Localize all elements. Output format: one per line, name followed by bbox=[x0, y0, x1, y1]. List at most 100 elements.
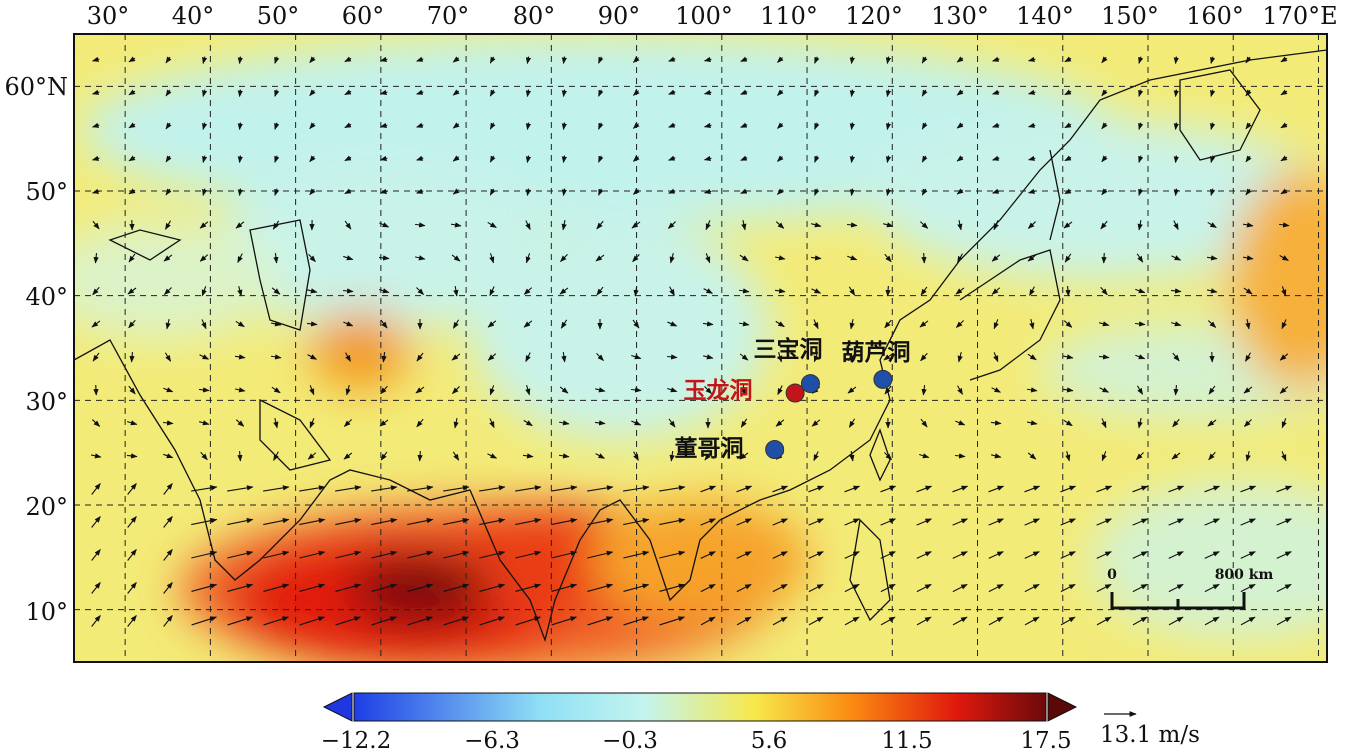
wind-arrow bbox=[443, 583, 470, 592]
wind-arrow bbox=[993, 319, 999, 330]
wind-arrow bbox=[345, 385, 351, 396]
wind-arrow bbox=[659, 518, 686, 526]
wind-arrow bbox=[1171, 255, 1182, 261]
wind-arrow bbox=[988, 551, 1004, 559]
wind-arrow bbox=[814, 122, 820, 130]
wind-arrow bbox=[127, 614, 137, 627]
wind-arrow bbox=[344, 188, 352, 195]
wind-arrow bbox=[1240, 485, 1257, 493]
wind-arrow bbox=[299, 616, 326, 626]
wind-arrow bbox=[407, 616, 434, 626]
wind-arrow bbox=[632, 122, 640, 129]
wind-arrow bbox=[1168, 518, 1184, 526]
wind-arrow bbox=[371, 583, 398, 592]
wind-arrow bbox=[309, 418, 315, 429]
wind-arrow bbox=[921, 252, 927, 264]
wind-arrow bbox=[598, 89, 604, 97]
wind-arrow bbox=[740, 418, 748, 428]
wind-arrow bbox=[883, 353, 893, 361]
wind-arrow bbox=[415, 386, 425, 394]
wind-arrow bbox=[1063, 419, 1073, 427]
wind-arrow bbox=[630, 387, 642, 393]
wind-arrow bbox=[1027, 122, 1036, 128]
wind-arrow bbox=[487, 320, 497, 328]
wind-arrow bbox=[1168, 485, 1185, 493]
wind-arrow bbox=[596, 220, 604, 230]
wind-arrow bbox=[90, 453, 102, 459]
wind-arrow bbox=[165, 56, 172, 64]
colorbar-over-triangle bbox=[1047, 692, 1078, 722]
wind-arrow bbox=[1243, 287, 1253, 295]
wind-arrow bbox=[1027, 155, 1036, 161]
wind-arrow bbox=[163, 482, 173, 495]
wind-arrow bbox=[988, 583, 1004, 593]
wind-arrow bbox=[489, 188, 496, 196]
wind-arrow bbox=[335, 518, 362, 526]
wind-arrow bbox=[525, 56, 532, 65]
wind-arrow bbox=[848, 286, 856, 296]
wind-arrow bbox=[1206, 288, 1218, 294]
wind-arrow bbox=[919, 221, 929, 229]
wind-arrow bbox=[91, 614, 101, 627]
wind-arrow bbox=[1063, 320, 1073, 328]
wind-arrow bbox=[992, 122, 1000, 128]
wind-arrow bbox=[91, 548, 101, 561]
wind-arrow bbox=[1173, 188, 1179, 197]
wind-arrow bbox=[202, 122, 208, 131]
wind-arrow bbox=[955, 320, 964, 328]
wind-arrow bbox=[227, 583, 254, 592]
wind-arrow bbox=[263, 485, 290, 492]
wind-arrow bbox=[452, 451, 460, 461]
wind-arrow bbox=[525, 155, 532, 164]
wind-arrow bbox=[93, 252, 99, 264]
wind-arrow bbox=[703, 56, 712, 62]
wind-arrow bbox=[775, 221, 785, 229]
lon-label: 160° bbox=[1186, 2, 1244, 30]
wind-arrow bbox=[551, 485, 578, 492]
wind-arrow bbox=[91, 482, 101, 495]
wind-arrow bbox=[479, 616, 506, 626]
wind-arrow bbox=[772, 485, 789, 493]
wind-arrow bbox=[1100, 220, 1108, 230]
lon-label: 110° bbox=[760, 2, 818, 30]
wind-arrow bbox=[1204, 583, 1220, 593]
wind-arrow bbox=[1279, 386, 1289, 394]
wind-arrow bbox=[525, 89, 532, 98]
wind-arrow bbox=[1096, 518, 1112, 526]
wind-arrow bbox=[201, 319, 207, 330]
wind-arrow bbox=[443, 616, 470, 626]
wind-arrow bbox=[561, 89, 567, 98]
wind-arrow bbox=[991, 254, 1001, 262]
wind-arrow bbox=[163, 515, 173, 528]
wind-arrow bbox=[479, 550, 506, 559]
wind-arrow bbox=[202, 188, 208, 197]
cave-marker bbox=[873, 369, 893, 389]
wind-arrow bbox=[191, 550, 218, 559]
wind-arrow bbox=[739, 254, 749, 262]
cave-sites: 三宝洞 葫芦洞 玉龙洞 董哥洞 bbox=[675, 336, 911, 462]
wind-arrow bbox=[916, 616, 932, 626]
wind-arrow bbox=[705, 253, 711, 264]
wind-arrow bbox=[1027, 353, 1037, 361]
wind-arrow bbox=[1136, 253, 1144, 263]
wind-arrow bbox=[777, 385, 783, 396]
wind-arrow bbox=[309, 155, 316, 163]
wind-arrow bbox=[957, 385, 963, 395]
wind-arrow bbox=[1245, 451, 1251, 462]
wind-arrow bbox=[227, 518, 254, 526]
wind-arrow bbox=[559, 287, 569, 295]
wind-arrow bbox=[631, 354, 642, 360]
wind-arrow bbox=[487, 221, 497, 229]
wind-arrow bbox=[1280, 89, 1288, 96]
wind-arrow bbox=[1204, 616, 1220, 626]
wind-arrow bbox=[659, 616, 686, 626]
wind-arrow bbox=[273, 252, 279, 264]
wind-arrow bbox=[1026, 420, 1038, 426]
wind-arrow bbox=[669, 450, 675, 462]
wind-arrow bbox=[810, 255, 822, 261]
wind-arrow bbox=[847, 386, 857, 394]
colorbar-tick: −12.2 bbox=[321, 728, 391, 754]
wind-arrow bbox=[1132, 518, 1148, 526]
wind-arrow bbox=[844, 485, 861, 493]
wind-arrow bbox=[309, 122, 316, 130]
